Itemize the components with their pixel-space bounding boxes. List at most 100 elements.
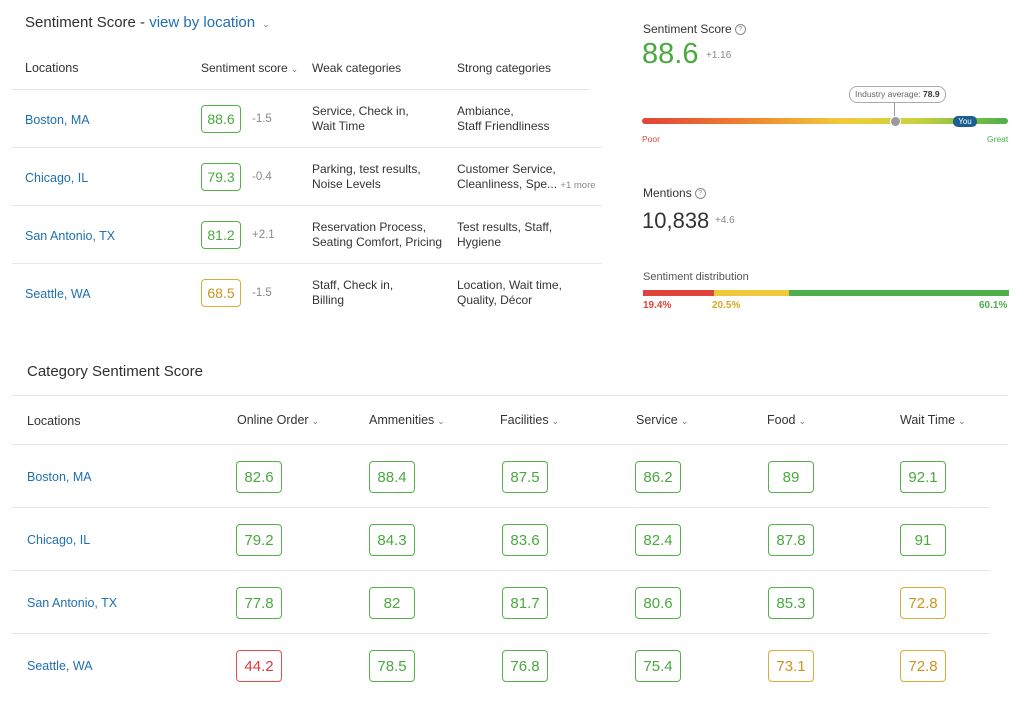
cat-location-link-boston[interactable]: Boston, MA bbox=[27, 470, 92, 484]
cat-header-online-order[interactable]: Online Order ⌄ bbox=[237, 413, 319, 427]
weak-line: Staff, Check in, bbox=[312, 278, 394, 292]
overall-sentiment-score: 88.6 bbox=[642, 38, 699, 70]
you-marker: You bbox=[953, 116, 977, 127]
strong-categories: Test results, Staff, Hygiene bbox=[457, 220, 552, 250]
weak-categories: Reservation Process, Seating Comfort, Pri… bbox=[312, 220, 442, 250]
location-link-seattle[interactable]: Seattle, WA bbox=[25, 287, 91, 301]
strong-line: Ambiance, bbox=[457, 104, 514, 118]
positive-segment bbox=[789, 290, 1009, 296]
chevron-down-icon: ⌄ bbox=[290, 64, 299, 74]
category-score-badge: 88.4 bbox=[369, 461, 415, 493]
header-label: Facilities bbox=[500, 413, 549, 427]
category-score-badge: 79.2 bbox=[236, 524, 282, 556]
category-score-badge: 76.8 bbox=[502, 650, 548, 682]
cat-location-link-san-antonio[interactable]: San Antonio, TX bbox=[27, 596, 118, 610]
weak-line: Service, Check in, bbox=[312, 104, 409, 118]
strong-categories: Customer Service, Cleanliness, Spe... +1 … bbox=[457, 162, 596, 193]
panel-title-text: Sentiment Score - bbox=[25, 14, 150, 31]
header-label: Online Order bbox=[237, 413, 309, 427]
category-panel-title: Category Sentiment Score bbox=[27, 363, 203, 380]
great-label: Great bbox=[987, 134, 1009, 144]
category-score-badge: 75.4 bbox=[635, 650, 681, 682]
divider bbox=[12, 395, 1008, 396]
header-strong-categories: Strong categories bbox=[457, 61, 552, 75]
view-link-label: view by location bbox=[149, 14, 256, 31]
weak-line: Seating Comfort, Pricing bbox=[312, 235, 443, 249]
header-sentiment-label: Sentiment score bbox=[201, 61, 288, 75]
header-sentiment-score-sort[interactable]: Sentiment score ⌄ bbox=[201, 61, 298, 75]
header-label: Food bbox=[767, 413, 796, 427]
negative-percent: 19.4% bbox=[643, 300, 672, 311]
mentions-count: 10,838 bbox=[642, 208, 710, 233]
info-icon[interactable]: ? bbox=[694, 188, 706, 199]
category-score-badge: 82.4 bbox=[635, 524, 681, 556]
industry-pointer bbox=[894, 102, 895, 116]
sentiment-label-text: Sentiment Score bbox=[643, 22, 732, 36]
neutral-segment bbox=[714, 290, 790, 296]
divider bbox=[12, 570, 990, 571]
industry-label: Industry average: bbox=[855, 89, 924, 99]
category-score-badge: 87.5 bbox=[502, 461, 548, 493]
category-score-badge: 82.6 bbox=[236, 461, 282, 493]
category-score-badge: 86.2 bbox=[635, 461, 681, 493]
divider bbox=[12, 147, 602, 148]
weak-line: Billing bbox=[312, 293, 345, 307]
distribution-label: Sentiment distribution bbox=[643, 271, 749, 283]
industry-marker bbox=[890, 116, 901, 127]
category-score-badge: 73.1 bbox=[768, 650, 814, 682]
mentions-label: Mentions? bbox=[643, 186, 706, 200]
header-weak-categories: Weak categories bbox=[312, 61, 402, 75]
category-score-badge: 83.6 bbox=[502, 524, 548, 556]
industry-value: 78.9 bbox=[923, 89, 940, 99]
info-icon[interactable]: ? bbox=[734, 24, 746, 35]
category-score-badge: 81.7 bbox=[502, 587, 548, 619]
header-label: Wait Time bbox=[900, 413, 956, 427]
cat-header-facilities[interactable]: Facilities ⌄ bbox=[500, 413, 559, 427]
cat-header-wait-time[interactable]: Wait Time ⌄ bbox=[900, 413, 966, 427]
header-label: Service bbox=[636, 413, 678, 427]
score-delta: -0.4 bbox=[252, 171, 272, 183]
category-score-badge: 82 bbox=[369, 587, 415, 619]
chevron-down-icon: ⌄ bbox=[262, 19, 270, 29]
strong-line: Customer Service, bbox=[457, 162, 556, 176]
overall-score-delta: +1.16 bbox=[706, 50, 732, 61]
negative-segment bbox=[643, 290, 714, 296]
cat-header-ammenities[interactable]: Ammenities ⌄ bbox=[369, 413, 445, 427]
category-score-badge: 80.6 bbox=[635, 587, 681, 619]
cat-location-link-seattle[interactable]: Seattle, WA bbox=[27, 659, 93, 673]
sentiment-gauge-bar bbox=[642, 118, 1008, 124]
strong-line: Cleanliness, Spe... bbox=[457, 177, 558, 191]
industry-average-tooltip: Industry average: 78.9 bbox=[849, 86, 946, 103]
weak-categories: Service, Check in, Wait Time bbox=[312, 104, 409, 134]
weak-line: Reservation Process, bbox=[312, 220, 427, 234]
category-score-badge: 85.3 bbox=[768, 587, 814, 619]
category-score-badge: 72.8 bbox=[900, 650, 946, 682]
sentiment-score-label: Sentiment Score? bbox=[643, 22, 746, 36]
divider bbox=[12, 507, 990, 508]
neutral-percent: 20.5% bbox=[712, 300, 741, 311]
more-categories-link[interactable]: +1 more bbox=[560, 180, 596, 191]
score-delta: +2.1 bbox=[252, 229, 275, 241]
view-by-location-dropdown[interactable]: view by location ⌄ bbox=[149, 14, 270, 31]
location-link-boston[interactable]: Boston, MA bbox=[25, 113, 90, 127]
cat-header-food[interactable]: Food ⌄ bbox=[767, 413, 806, 427]
weak-line: Wait Time bbox=[312, 119, 365, 133]
cat-location-link-chicago[interactable]: Chicago, IL bbox=[27, 533, 91, 547]
weak-line: Noise Levels bbox=[312, 177, 381, 191]
score-delta: -1.5 bbox=[252, 113, 272, 125]
mentions-label-text: Mentions bbox=[643, 186, 692, 200]
weak-categories: Parking, test results, Noise Levels bbox=[312, 162, 421, 192]
strong-categories: Location, Wait time, Quality, Décor bbox=[457, 278, 562, 308]
chevron-down-icon: ⌄ bbox=[958, 416, 966, 426]
cat-header-locations: Locations bbox=[27, 414, 81, 428]
category-score-badge: 72.8 bbox=[900, 587, 946, 619]
header-locations: Locations bbox=[25, 61, 79, 75]
divider bbox=[12, 444, 1008, 445]
category-score-badge: 44.2 bbox=[236, 650, 282, 682]
location-link-san-antonio[interactable]: San Antonio, TX bbox=[25, 229, 116, 243]
header-label: Ammenities bbox=[369, 413, 435, 427]
cat-header-service[interactable]: Service ⌄ bbox=[636, 413, 688, 427]
location-link-chicago[interactable]: Chicago, IL bbox=[25, 171, 89, 185]
divider bbox=[12, 89, 590, 90]
chevron-down-icon: ⌄ bbox=[437, 416, 445, 426]
